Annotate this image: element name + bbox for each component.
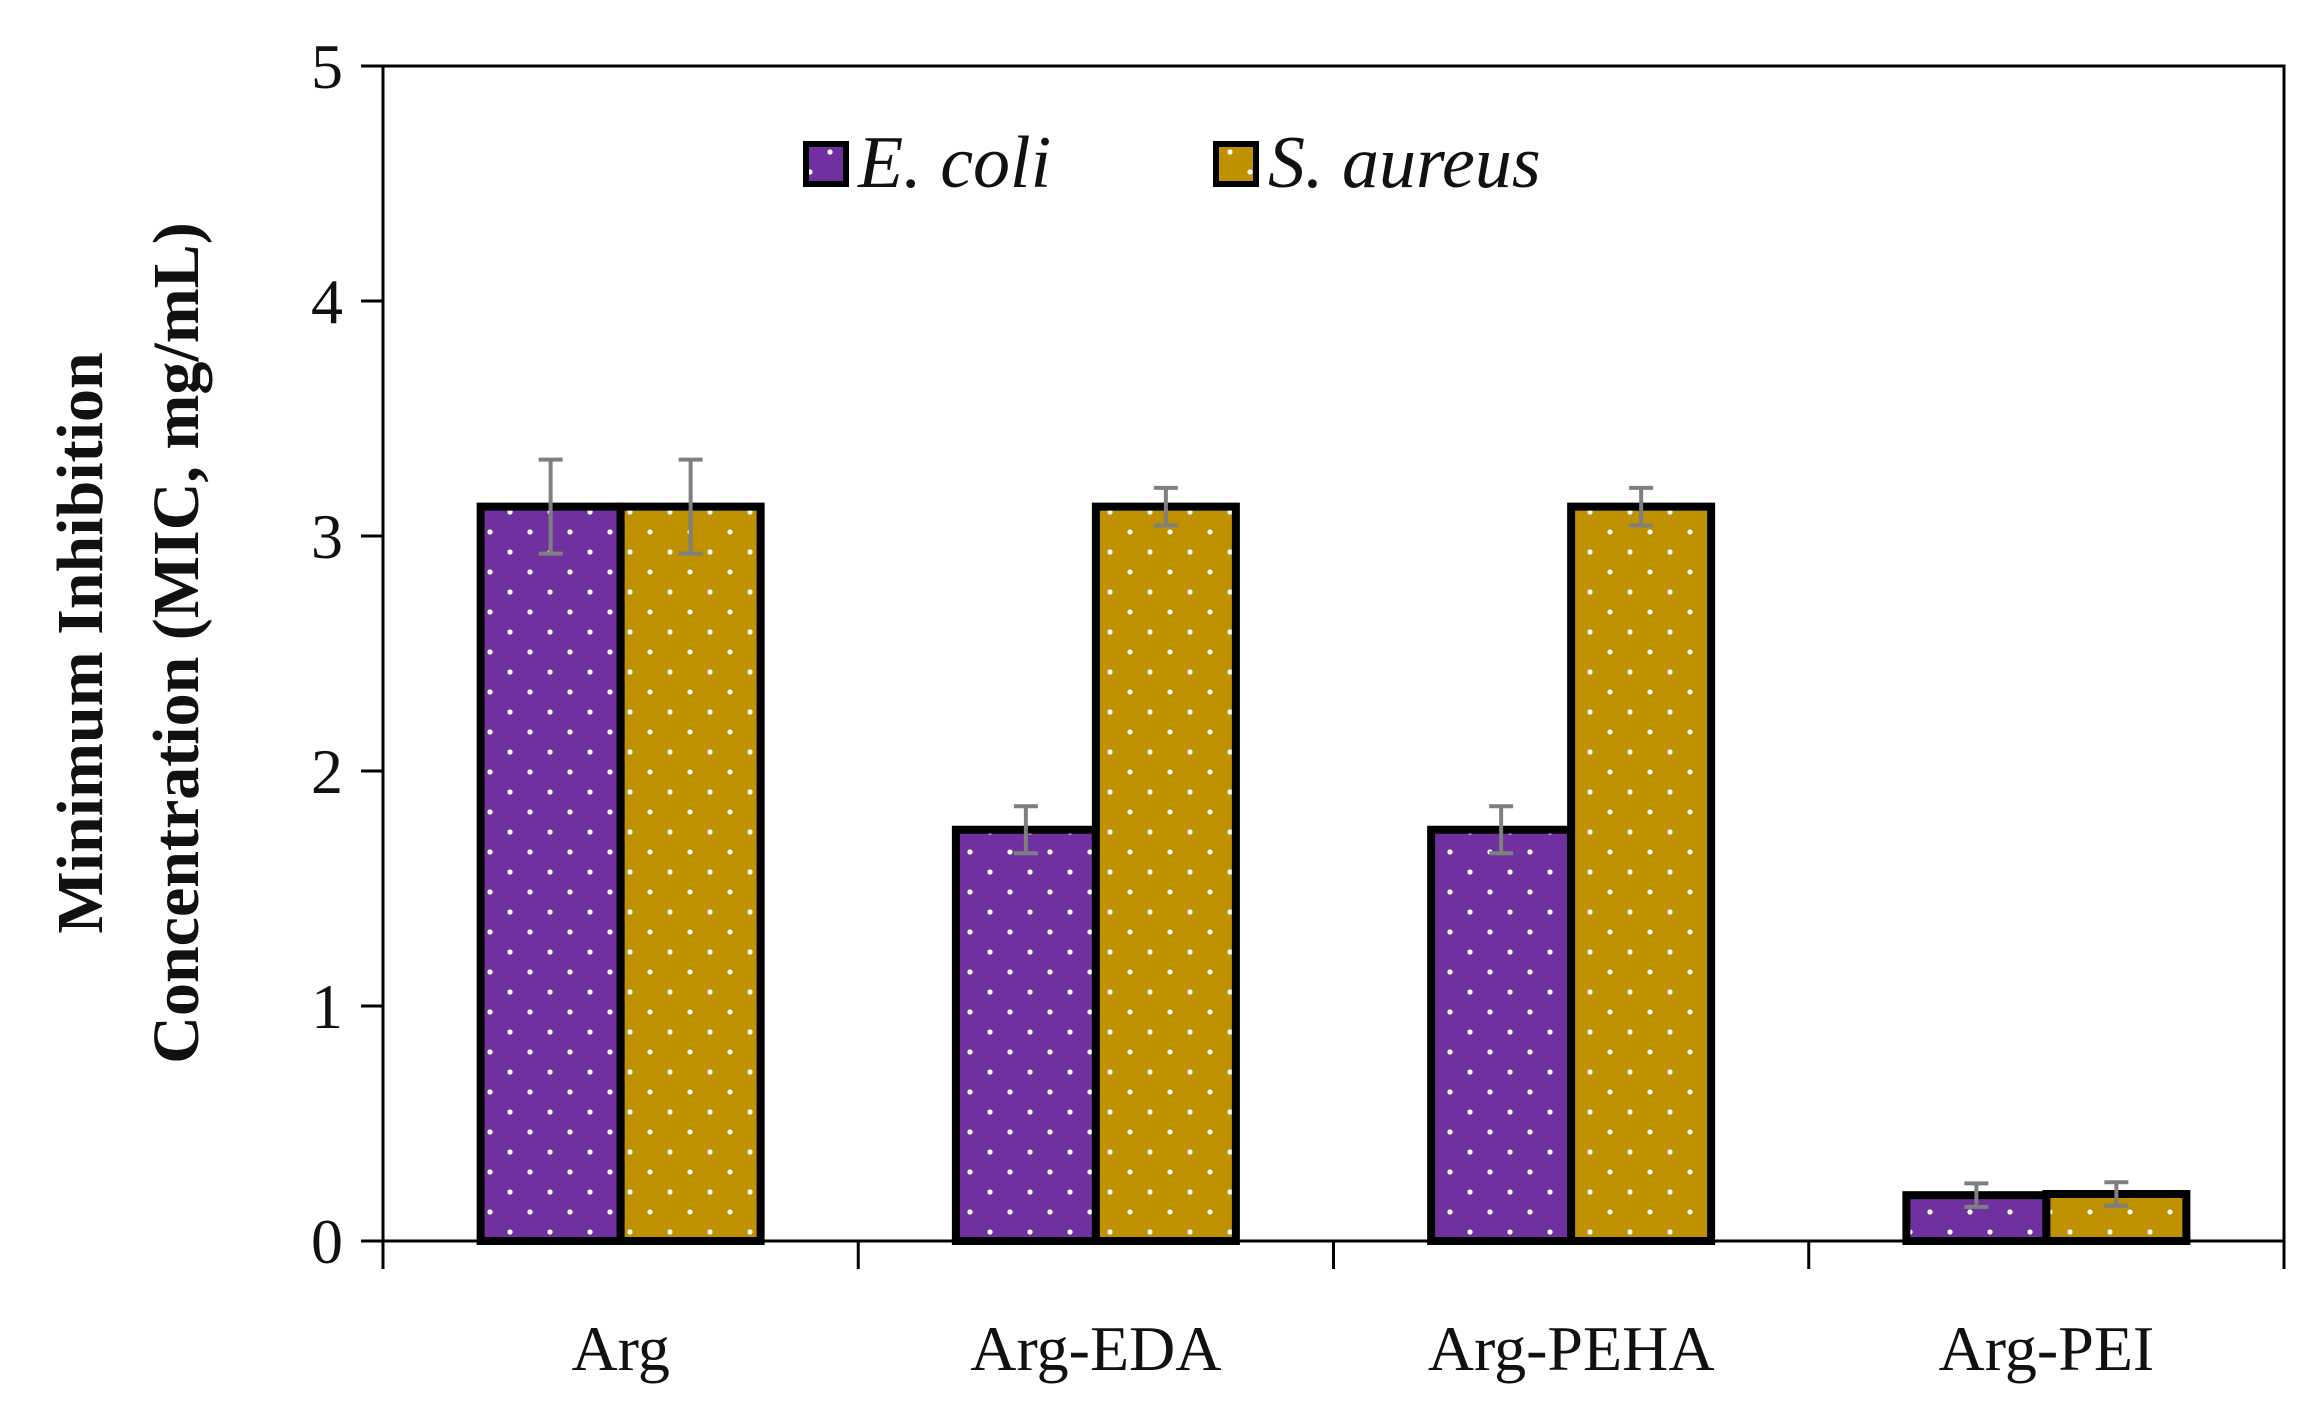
bar-ecoli (951, 825, 1100, 1245)
y-tick-label: 5 (311, 31, 343, 102)
bar-ecoli (476, 502, 625, 1245)
y-tick-label: 0 (311, 1206, 343, 1277)
legend: E. coli S. aureus (803, 122, 1541, 204)
bar-saureus (616, 502, 765, 1245)
y-axis-label: Minimum Inhibition Concentration (MIC, m… (44, 222, 213, 1063)
y-tick-label: 3 (311, 501, 343, 572)
y-axis-ticks: 0 1 2 3 4 5 (311, 31, 383, 1277)
error-bars (538, 457, 2129, 1209)
bars (476, 502, 2191, 1246)
bar-saureus (1091, 502, 1240, 1245)
bar-saureus (1567, 502, 1716, 1245)
y-axis-label-line-2: Concentration (MIC, mg/mL) (140, 222, 213, 1063)
x-category-label: Arg-PEI (1939, 1313, 2155, 1384)
y-tick-label: 2 (311, 736, 343, 807)
legend-label-ecoli: E. coli (857, 122, 1051, 204)
y-axis-label-line-1: Minimum Inhibition (44, 352, 117, 933)
x-category-label: Arg (571, 1313, 669, 1384)
legend-swatch-saureus (1213, 141, 1259, 187)
y-tick-label: 4 (311, 266, 343, 337)
legend-label-saureus: S. aureus (1268, 122, 1541, 204)
bar-ecoli (1427, 825, 1576, 1245)
x-axis: Arg Arg-EDA Arg-PEHA Arg-PEI (381, 1241, 2286, 1384)
x-category-label: Arg-PEHA (1428, 1313, 1715, 1384)
legend-swatch-ecoli (803, 141, 849, 187)
x-category-label: Arg-EDA (970, 1313, 1221, 1384)
y-tick-label: 1 (311, 971, 343, 1042)
